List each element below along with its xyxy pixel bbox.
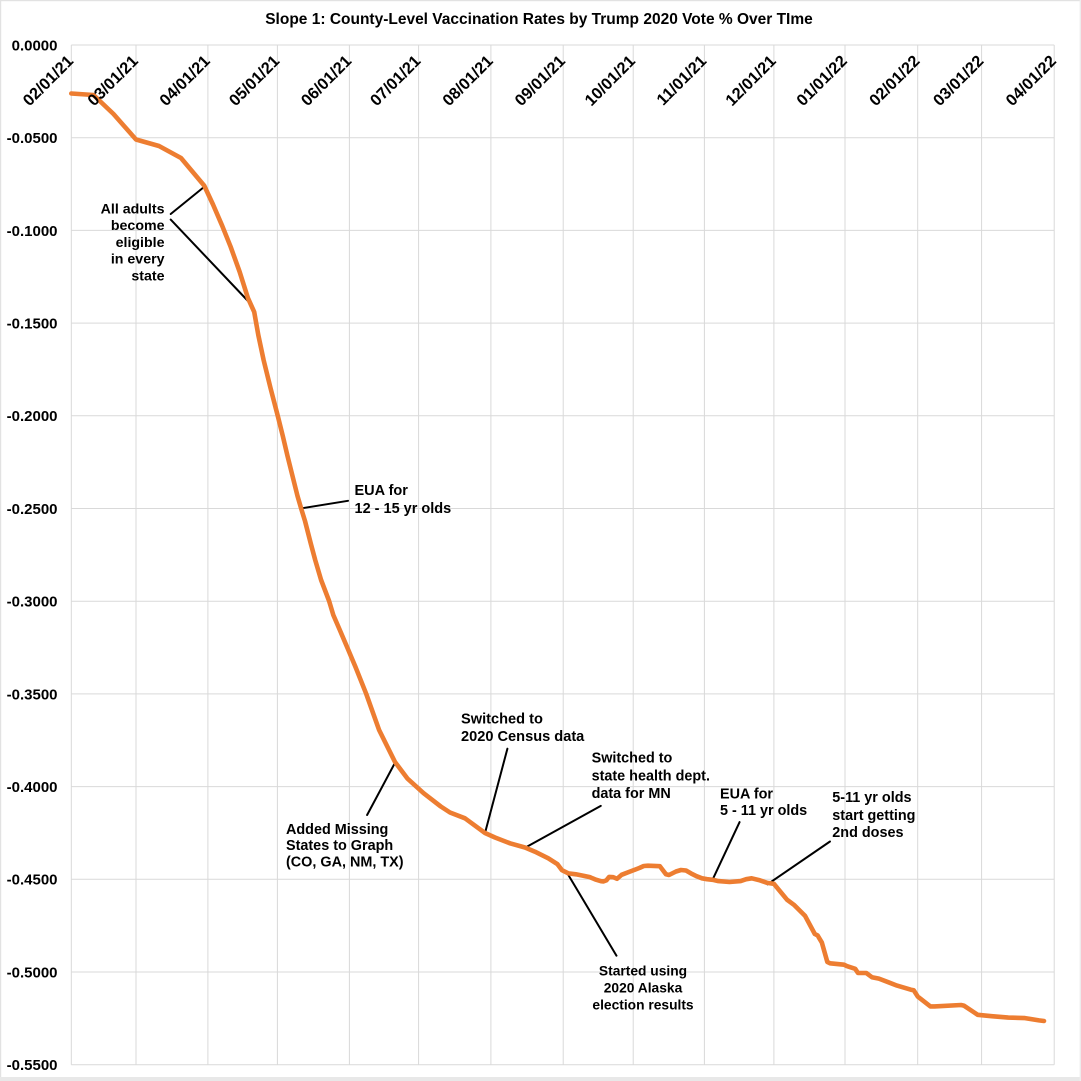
svg-text:-0.1000: -0.1000 [7, 223, 58, 240]
svg-text:-0.0500: -0.0500 [7, 130, 58, 147]
svg-text:data for MN: data for MN [592, 786, 671, 802]
svg-text:-0.5500: -0.5500 [7, 1057, 58, 1074]
svg-text:Switched to: Switched to [461, 711, 543, 727]
svg-text:-0.1500: -0.1500 [7, 316, 58, 333]
svg-text:Slope 1: County-Level Vaccinat: Slope 1: County-Level Vaccination Rates … [265, 11, 813, 28]
svg-text:election results: election results [592, 998, 694, 1013]
svg-text:Switched to: Switched to [592, 751, 673, 767]
svg-text:(CO, GA, NM, TX): (CO, GA, NM, TX) [286, 855, 404, 871]
svg-text:2020 Alaska: 2020 Alaska [604, 981, 683, 996]
svg-text:EUA for: EUA for [355, 483, 409, 499]
svg-text:-0.2500: -0.2500 [7, 501, 58, 518]
svg-text:-0.4500: -0.4500 [7, 872, 58, 889]
svg-text:-0.3000: -0.3000 [7, 594, 58, 611]
svg-text:-0.4000: -0.4000 [7, 779, 58, 796]
svg-text:EUA for: EUA for [720, 786, 773, 802]
svg-text:0.0000: 0.0000 [12, 37, 58, 54]
svg-text:2nd doses: 2nd doses [832, 825, 903, 841]
svg-text:-0.2000: -0.2000 [7, 408, 58, 425]
svg-text:Added Missing: Added Missing [286, 822, 388, 838]
svg-text:All adults: All adults [101, 201, 165, 217]
svg-text:5-11 yr olds: 5-11 yr olds [832, 790, 911, 806]
svg-text:state: state [131, 269, 164, 285]
svg-text:in every: in every [111, 252, 165, 268]
svg-text:Started using: Started using [599, 964, 687, 979]
svg-text:start getting: start getting [832, 808, 915, 824]
svg-text:-0.3500: -0.3500 [7, 686, 58, 703]
svg-text:2020 Census data: 2020 Census data [461, 729, 585, 745]
svg-text:States to Graph: States to Graph [286, 838, 393, 854]
svg-text:become: become [111, 218, 165, 234]
svg-text:5 - 11 yr olds: 5 - 11 yr olds [720, 803, 807, 819]
svg-text:-0.5000: -0.5000 [7, 964, 58, 981]
svg-text:12 - 15 yr olds: 12 - 15 yr olds [355, 501, 452, 517]
svg-text:state health dept.: state health dept. [592, 768, 710, 784]
svg-text:eligible: eligible [116, 235, 165, 251]
